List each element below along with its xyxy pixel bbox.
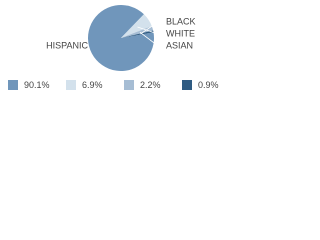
slice-label: WHITE bbox=[166, 28, 195, 38]
pie-slice bbox=[121, 30, 154, 38]
chart: HISPANIC WHITE ASIAN BLACK 90.1% 6.9% 2.2% 0.9% bbox=[8, 4, 219, 90]
leader-line bbox=[140, 21, 164, 35]
legend-label: 90.1% bbox=[24, 80, 50, 90]
pie-slice bbox=[121, 26, 154, 38]
slice-label: ASIAN bbox=[166, 40, 193, 50]
pie-slice bbox=[88, 4, 154, 71]
slice-label: HISPANIC bbox=[46, 40, 88, 50]
legend-label: 6.9% bbox=[82, 80, 103, 90]
legend-swatch bbox=[124, 80, 134, 90]
slice-label: BLACK bbox=[166, 16, 196, 26]
legend-swatch bbox=[182, 80, 192, 90]
legend-label: 2.2% bbox=[140, 80, 161, 90]
legend-label: 0.9% bbox=[198, 80, 219, 90]
legend-swatch bbox=[66, 80, 76, 90]
legend-swatch bbox=[8, 80, 18, 90]
pie-slice bbox=[121, 14, 152, 38]
leader-line bbox=[139, 31, 164, 47]
leader-line bbox=[137, 26, 164, 35]
